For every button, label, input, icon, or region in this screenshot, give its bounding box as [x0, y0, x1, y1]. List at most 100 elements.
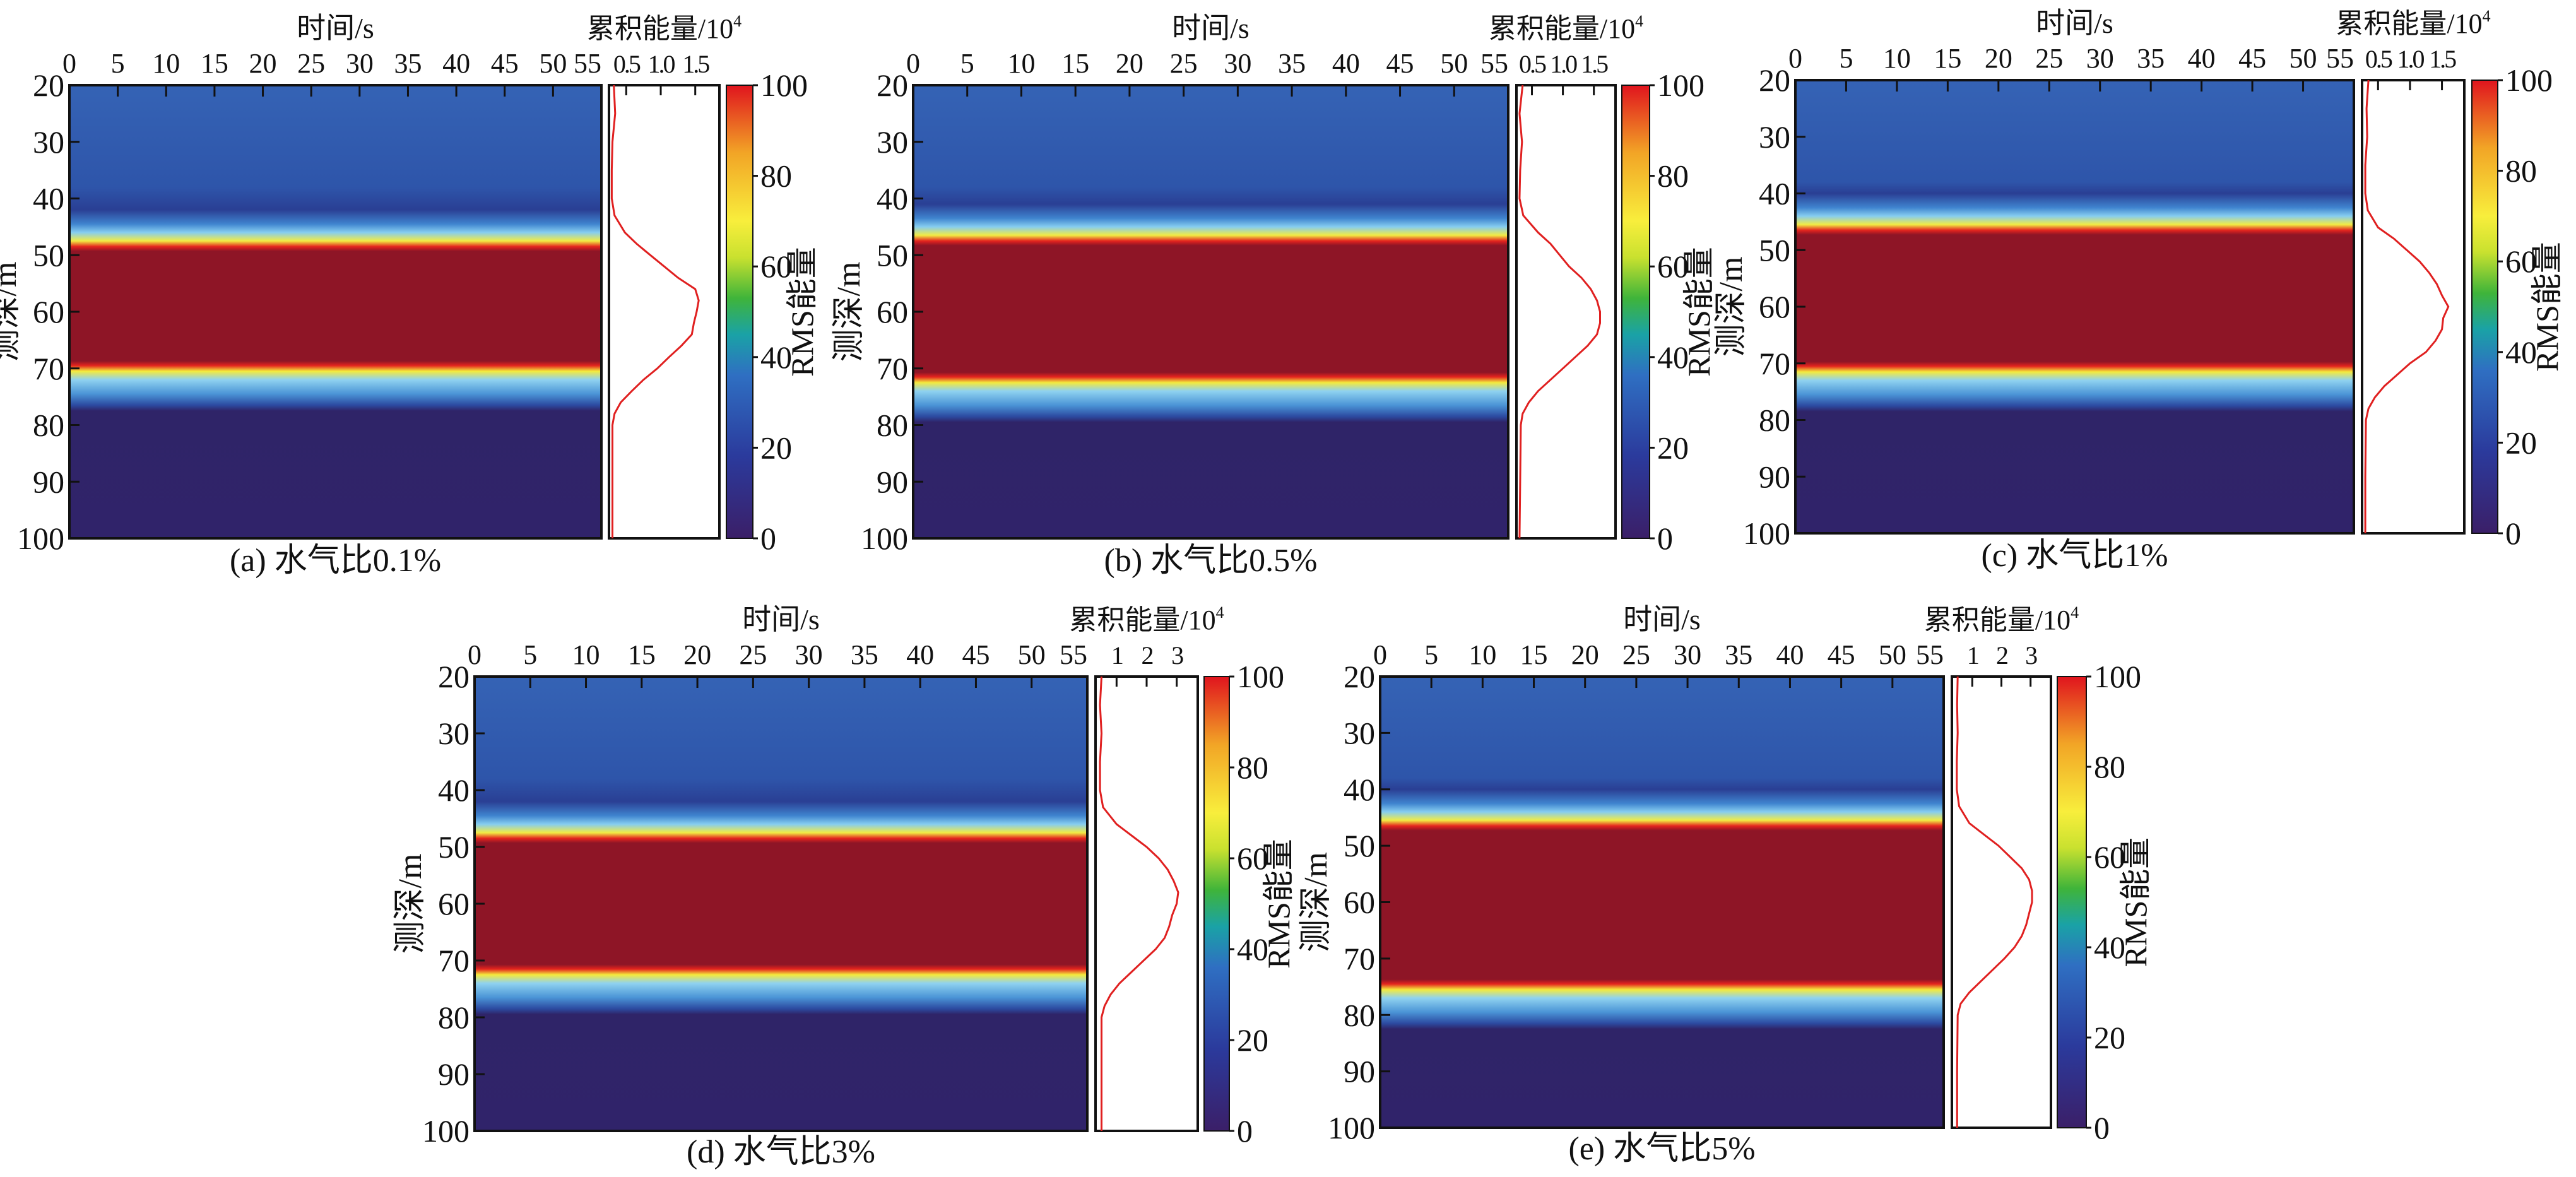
x-tick-label: 5	[1424, 639, 1438, 670]
profile-axis-title-text: 累积能量/10	[1489, 13, 1635, 44]
x-tick-label: 50	[1879, 639, 1906, 670]
y-tick-label: 60	[1759, 289, 1790, 324]
x-tick-label: 25	[1170, 48, 1198, 79]
colorbar-tick-label: 20	[2094, 1020, 2125, 1055]
x-tick-label: 30	[1674, 639, 1701, 670]
cumulative-energy-curve	[1956, 676, 2033, 1128]
y-axis-title: 测深/m	[1713, 257, 1749, 357]
y-tick-label: 50	[877, 237, 908, 273]
y-tick-label: 30	[877, 124, 908, 160]
y-tick-label: 80	[877, 408, 908, 443]
x-tick-label: 0	[1788, 43, 1802, 74]
x-tick-label: 40	[442, 48, 470, 79]
colorbar-tick-label: 20	[760, 430, 792, 465]
profile-tick-label: 3	[1171, 641, 1183, 670]
colorbar-tick-label: 0	[760, 521, 776, 556]
profile-axis-title-exponent: 4	[733, 12, 741, 30]
y-tick-label: 90	[33, 464, 64, 499]
x-tick-label: 55	[2326, 43, 2354, 74]
x-tick-label: 20	[683, 639, 711, 670]
x-tick-label: 25	[739, 639, 767, 670]
y-tick-label: 50	[33, 237, 64, 273]
colorbar	[2471, 80, 2498, 534]
x-tick-label: 10	[1883, 43, 1911, 74]
y-tick-label: 100	[17, 521, 64, 556]
y-tick-label: 70	[33, 351, 64, 386]
y-tick-label: 40	[1344, 772, 1375, 807]
x-tick-label: 40	[2188, 43, 2216, 74]
x-tick-label: 55	[1480, 48, 1508, 79]
y-tick-label: 80	[33, 408, 64, 443]
x-tick-label: 45	[962, 639, 990, 670]
x-tick-label: 35	[1725, 639, 1752, 670]
cumulative-energy-curve	[1518, 85, 1601, 539]
colorbar-title: RMS能量	[784, 247, 820, 377]
colorbar-tick-label: 40	[1237, 932, 1268, 967]
x-tick-label: 45	[2238, 43, 2266, 74]
y-tick-label: 90	[1759, 459, 1790, 494]
x-tick-label: 45	[491, 48, 519, 79]
colorbar-tick-label: 60	[760, 249, 792, 284]
profile-axis-title-exponent: 4	[1216, 603, 1224, 622]
x-tick-label: 10	[152, 48, 180, 79]
profile-tick-label: 3	[2025, 641, 2037, 670]
y-tick-label: 60	[1344, 885, 1375, 920]
x-tick-label: 5	[523, 639, 537, 670]
heatmap	[69, 85, 601, 538]
y-axis-title: 测深/m	[1298, 852, 1334, 952]
y-tick-label: 20	[1759, 62, 1790, 98]
x-tick-label: 35	[2137, 43, 2165, 74]
profile-tick-label: 0.5	[2365, 45, 2392, 73]
profile-tick-label: 1.0	[1550, 50, 1577, 78]
colorbar-tick-label: 60	[1237, 841, 1268, 876]
profile-axis-title: 累积能量/104	[1069, 603, 1224, 636]
y-tick-label: 60	[438, 886, 470, 921]
y-tick-label: 60	[877, 294, 908, 329]
heatmap	[913, 85, 1508, 538]
x-tick-label: 15	[628, 639, 656, 670]
y-tick-label: 90	[438, 1056, 470, 1092]
colorbar	[2057, 676, 2087, 1128]
x-tick-label: 50	[539, 48, 567, 79]
profile-tick-label: 1.5	[2429, 45, 2456, 73]
y-tick-label: 100	[422, 1113, 470, 1149]
profile-tick-label: 1.5	[1581, 50, 1608, 78]
profile-axis-title: 累积能量/104	[1924, 603, 2079, 636]
x-axis-title: 时间/s	[1172, 12, 1250, 44]
x-tick-label: 30	[1224, 48, 1251, 79]
colorbar-tick-label: 100	[2505, 62, 2553, 98]
x-tick-label: 55	[1060, 639, 1087, 670]
panel-caption: (d) 水气比3%	[687, 1134, 875, 1170]
colorbar-title: RMS能量	[2529, 242, 2565, 372]
panel-caption: (a) 水气比0.1%	[230, 543, 441, 579]
x-tick-label: 5	[960, 48, 974, 79]
profile-tick-label: 1.0	[648, 50, 675, 78]
profile-tick-label: 0.5	[613, 50, 641, 78]
x-tick-label: 55	[1916, 639, 1944, 670]
y-tick-label: 50	[438, 829, 470, 865]
panel-caption: (e) 水气比5%	[1568, 1131, 1755, 1167]
heatmap	[475, 677, 1087, 1131]
profile-tick-label: 2	[1142, 641, 1153, 670]
x-tick-label: 10	[572, 639, 600, 670]
y-tick-label: 80	[1759, 403, 1790, 438]
y-tick-label: 40	[1759, 176, 1790, 211]
profile-tick-label: 1.0	[2397, 45, 2424, 73]
x-tick-label: 0	[468, 639, 482, 670]
y-tick-label: 90	[877, 464, 908, 499]
x-tick-label: 50	[2289, 43, 2317, 74]
profile-axis-title: 累积能量/104	[1489, 12, 1643, 44]
panel-c: 0 5 10 15 20 25 30 35 40 45 50 55时间/s20304050607080…	[1713, 7, 2565, 574]
profile-axis-title-text: 累积能量/10	[1924, 605, 2071, 636]
profile-tick-label: 0.5	[1519, 50, 1546, 78]
colorbar-title: RMS能量	[2118, 837, 2153, 967]
x-tick-label: 10	[1468, 639, 1496, 670]
x-tick-label: 0	[906, 48, 920, 79]
colorbar-tick-label: 80	[1237, 750, 1268, 785]
profile-tick-label: 1	[1111, 641, 1123, 670]
colorbar-tick-label: 100	[2094, 659, 2141, 694]
x-tick-label: 10	[1007, 48, 1035, 79]
y-tick-label: 30	[33, 124, 64, 160]
y-axis-title: 测深/m	[0, 262, 23, 362]
